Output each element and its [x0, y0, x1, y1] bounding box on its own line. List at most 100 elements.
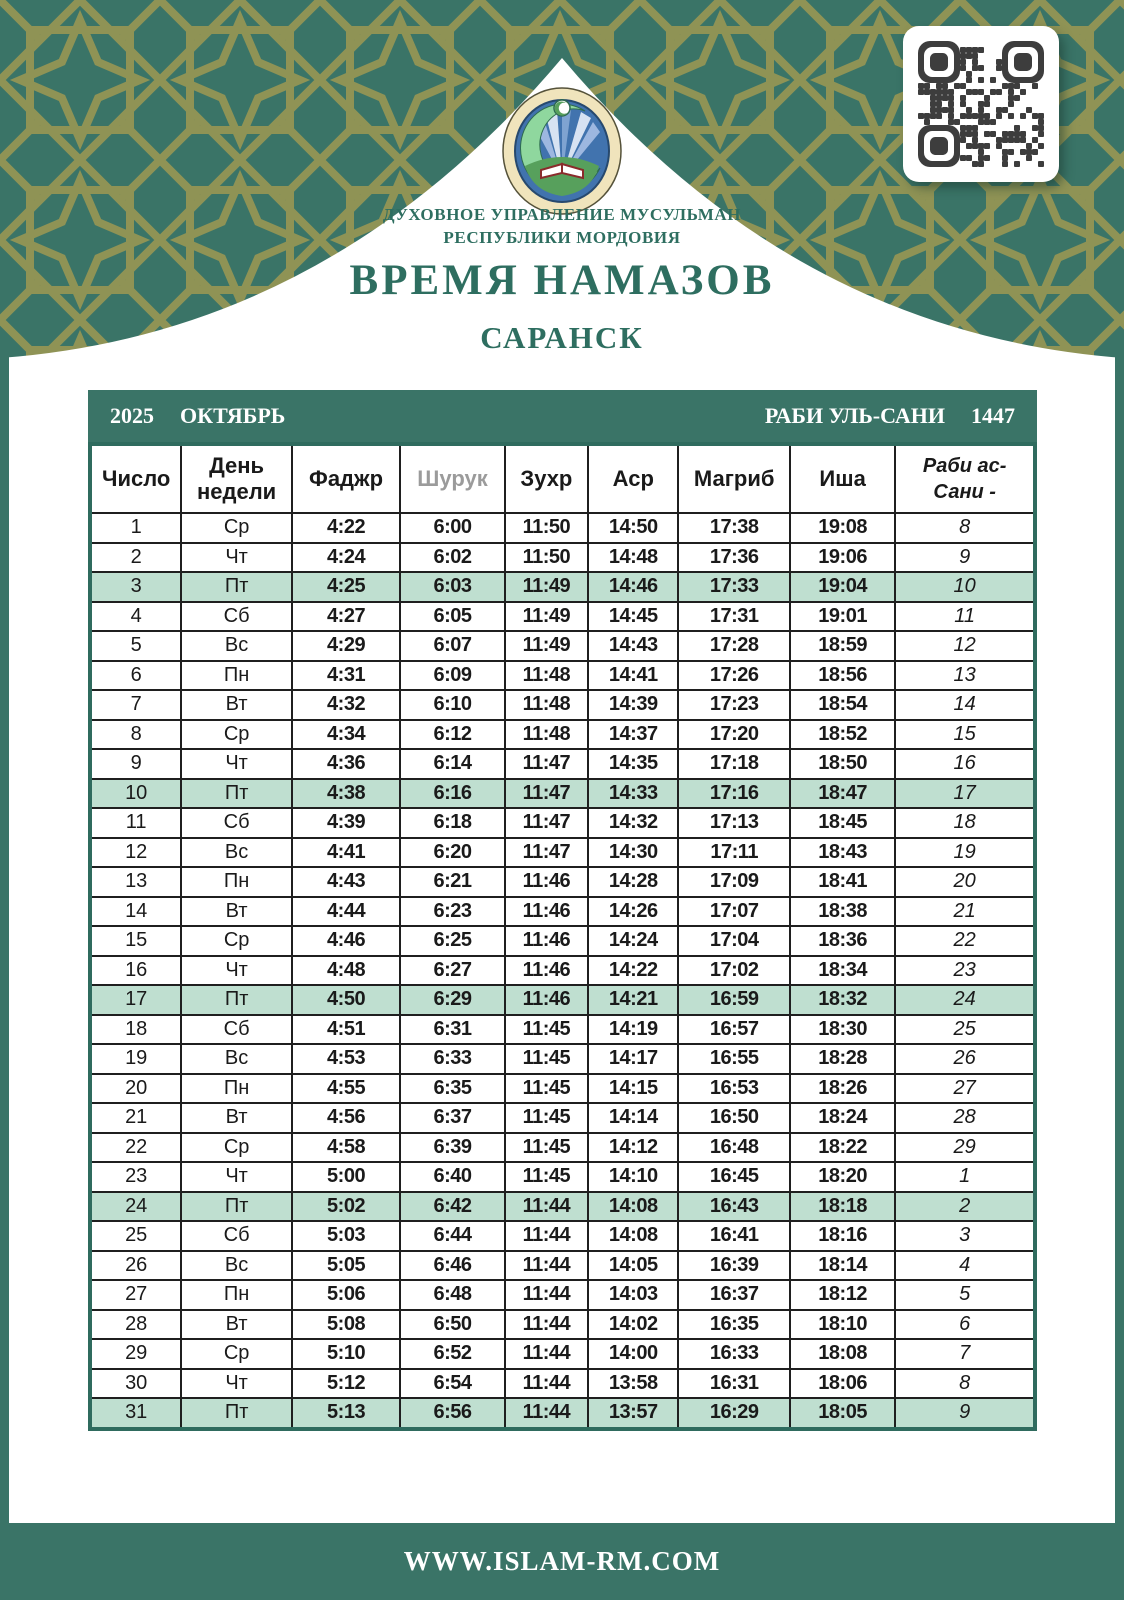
- cell-maghrib: 17:33: [677, 571, 791, 603]
- cell-hijri: 18: [894, 807, 1036, 839]
- cell-fajr: 4:29: [290, 630, 402, 662]
- city-title: САРАНСК: [480, 320, 644, 355]
- cell-maghrib: 16:41: [677, 1220, 791, 1252]
- column-header-dow: День недели: [180, 443, 293, 514]
- cell-maghrib: 17:13: [677, 807, 791, 839]
- cell-fajr: 4:41: [290, 836, 402, 868]
- cell-dow: Ср: [180, 718, 293, 750]
- organization-line1: ДУХОВНОЕ УПРАВЛЕНИЕ МУСУЛЬМАН: [382, 205, 742, 224]
- cell-shuruk: 6:23: [399, 895, 506, 927]
- column-header-zuhr: Зухр: [503, 443, 590, 514]
- cell-isha: 18:05: [788, 1397, 897, 1430]
- cell-zuhr: 11:44: [503, 1220, 590, 1252]
- cell-maghrib: 16:59: [677, 984, 791, 1016]
- cell-asr: 13:58: [587, 1367, 680, 1399]
- table-row: 18 Сб 4:51 6:31 11:45 14:19 16:57 18:30 25: [88, 1013, 1036, 1045]
- cell-dow: Вс: [180, 630, 293, 662]
- cell-date: 5: [88, 630, 183, 662]
- cell-fajr: 4:58: [290, 1131, 402, 1163]
- cell-dow: Вт: [180, 1308, 293, 1340]
- cell-dow: Ср: [180, 1131, 293, 1163]
- cell-dow: Ср: [180, 925, 293, 957]
- cell-asr: 14:08: [587, 1190, 680, 1222]
- cell-maghrib: 17:28: [677, 630, 791, 662]
- cell-asr: 14:03: [587, 1279, 680, 1311]
- cell-date: 18: [88, 1013, 183, 1045]
- cell-fajr: 4:25: [290, 571, 402, 603]
- table-row: 8 Ср 4:34 6:12 11:48 14:37 17:20 18:52 15: [88, 718, 1036, 750]
- cell-fajr: 5:12: [290, 1367, 402, 1399]
- cell-isha: 18:43: [788, 836, 897, 868]
- footer-band: WWW.ISLAM-RM.COM: [0, 1523, 1124, 1600]
- cell-hijri: 11: [894, 600, 1036, 632]
- table-header-row: Число День недели Фаджр Шурук Зухр Аср Магриб И…: [88, 443, 1036, 514]
- cell-dow: Пт: [180, 984, 293, 1016]
- cell-date: 8: [88, 718, 183, 750]
- cell-isha: 18:26: [788, 1072, 897, 1104]
- cell-shuruk: 6:18: [399, 807, 506, 839]
- cell-zuhr: 11:45: [503, 1161, 590, 1193]
- cell-dow: Пт: [180, 1190, 293, 1222]
- cell-dow: Сб: [180, 1220, 293, 1252]
- cell-date: 23: [88, 1161, 183, 1193]
- cell-isha: 19:06: [788, 541, 897, 573]
- cell-asr: 14:45: [587, 600, 680, 632]
- table-row: 12 Вс 4:41 6:20 11:47 14:30 17:11 18:43 19: [88, 836, 1036, 868]
- cell-zuhr: 11:44: [503, 1308, 590, 1340]
- cell-isha: 18:54: [788, 689, 897, 721]
- cell-zuhr: 11:48: [503, 718, 590, 750]
- cell-asr: 14:08: [587, 1220, 680, 1252]
- cell-hijri: 10: [894, 571, 1036, 603]
- cell-zuhr: 11:44: [503, 1279, 590, 1311]
- column-header-maghrib: Магриб: [677, 443, 791, 514]
- cell-isha: 18:28: [788, 1043, 897, 1075]
- cell-fajr: 4:22: [290, 512, 402, 544]
- cell-fajr: 5:06: [290, 1279, 402, 1311]
- cell-shuruk: 6:02: [399, 541, 506, 573]
- cell-date: 25: [88, 1220, 183, 1252]
- cell-zuhr: 11:45: [503, 1072, 590, 1104]
- table-row: 24 Пт 5:02 6:42 11:44 14:08 16:43 18:18 2: [88, 1190, 1036, 1222]
- cell-shuruk: 6:20: [399, 836, 506, 868]
- cell-shuruk: 6:31: [399, 1013, 506, 1045]
- cell-dow: Пн: [180, 1072, 293, 1104]
- cell-hijri: 1: [894, 1161, 1036, 1193]
- cell-fajr: 4:46: [290, 925, 402, 957]
- cell-maghrib: 16:50: [677, 1102, 791, 1134]
- cell-maghrib: 17:09: [677, 866, 791, 898]
- cell-asr: 14:10: [587, 1161, 680, 1193]
- cell-hijri: 17: [894, 777, 1036, 809]
- cell-isha: 18:59: [788, 630, 897, 662]
- cell-asr: 14:21: [587, 984, 680, 1016]
- cell-asr: 14:35: [587, 748, 680, 780]
- right-border-strip: [1115, 348, 1124, 1600]
- cell-date: 19: [88, 1043, 183, 1075]
- cell-zuhr: 11:46: [503, 925, 590, 957]
- cell-isha: 18:06: [788, 1367, 897, 1399]
- cell-date: 15: [88, 925, 183, 957]
- cell-fajr: 5:13: [290, 1397, 402, 1430]
- cell-maghrib: 17:11: [677, 836, 791, 868]
- cell-zuhr: 11:45: [503, 1013, 590, 1045]
- cell-hijri: 13: [894, 659, 1036, 691]
- cell-dow: Вс: [180, 1249, 293, 1281]
- cell-isha: 18:16: [788, 1220, 897, 1252]
- cell-maghrib: 17:23: [677, 689, 791, 721]
- cell-isha: 18:41: [788, 866, 897, 898]
- cell-isha: 18:08: [788, 1338, 897, 1370]
- cell-maghrib: 16:29: [677, 1397, 791, 1430]
- cell-maghrib: 16:48: [677, 1131, 791, 1163]
- cell-hijri: 4: [894, 1249, 1036, 1281]
- cell-shuruk: 6:44: [399, 1220, 506, 1252]
- cell-hijri: 29: [894, 1131, 1036, 1163]
- cell-shuruk: 6:56: [399, 1397, 506, 1430]
- cell-maghrib: 17:31: [677, 600, 791, 632]
- cell-hijri: 5: [894, 1279, 1036, 1311]
- cell-date: 26: [88, 1249, 183, 1281]
- cell-date: 24: [88, 1190, 183, 1222]
- cell-dow: Вт: [180, 895, 293, 927]
- cell-asr: 14:46: [587, 571, 680, 603]
- cell-date: 7: [88, 689, 183, 721]
- cell-zuhr: 11:46: [503, 954, 590, 986]
- cell-dow: Чт: [180, 1161, 293, 1193]
